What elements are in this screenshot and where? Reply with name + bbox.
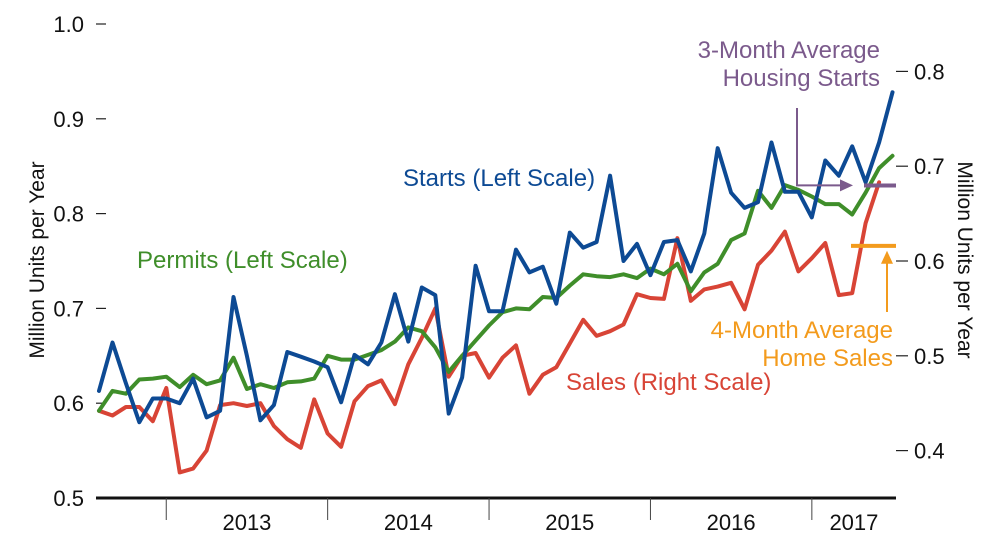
right-tick-label: 0.4	[914, 439, 945, 464]
permits-series-label: Permits (Left Scale)	[137, 247, 348, 274]
sales-average-label-line2: Home Sales	[762, 345, 893, 372]
right-y-axis: 0.4 0.5 0.6 0.7 0.8	[896, 59, 945, 464]
right-tick-label: 0.5	[914, 344, 945, 369]
x-tick-label: 2017	[829, 510, 878, 535]
left-axis-title: Million Units per Year	[26, 161, 49, 358]
starts-line	[97, 90, 895, 425]
left-y-axis: 0.5 0.6 0.7 0.8 0.9 1.0	[53, 12, 106, 511]
left-tick-label: 0.5	[53, 486, 84, 511]
left-tick-label: 1.0	[53, 12, 84, 37]
permits-line	[97, 153, 895, 413]
right-tick-label: 0.8	[914, 59, 945, 84]
sales-average-arrowhead	[881, 250, 893, 264]
starts-average-label-line1: 3-Month Average	[698, 37, 880, 64]
annotations	[796, 108, 896, 312]
starts-series-label: Starts (Left Scale)	[403, 165, 595, 192]
right-tick-label: 0.7	[914, 154, 945, 179]
series-layer	[97, 90, 895, 475]
left-tick-label: 0.9	[53, 107, 84, 132]
x-tick-label: 2015	[545, 510, 594, 535]
left-tick-label: 0.6	[53, 391, 84, 416]
sales-line	[97, 180, 882, 475]
sales-series-label: Sales (Right Scale)	[566, 369, 771, 396]
sales-average-label-line1: 4-Month Average	[711, 317, 893, 344]
starts-average-arrowhead	[840, 179, 853, 192]
left-tick-label: 0.8	[53, 202, 84, 227]
right-tick-label: 0.6	[914, 249, 945, 274]
starts-average-arrow	[796, 108, 842, 187]
x-tick-label: 2014	[384, 510, 433, 535]
x-tick-label: 2016	[707, 510, 756, 535]
x-axis: 2013 2014 2015 2016 2017	[96, 496, 896, 535]
x-tick-label: 2013	[222, 510, 271, 535]
left-tick-label: 0.7	[53, 296, 84, 321]
starts-average-label-line2: Housing Starts	[723, 65, 880, 92]
right-axis-title: Million Units per Year	[953, 161, 976, 358]
